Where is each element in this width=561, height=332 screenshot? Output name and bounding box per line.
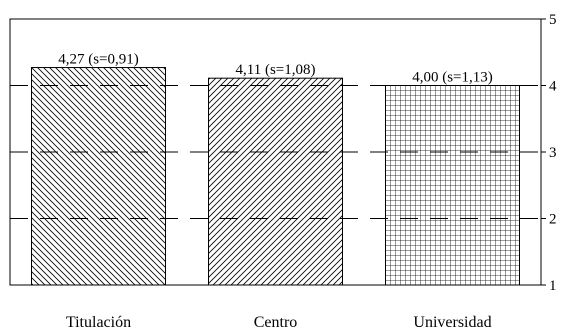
x-category-label: Centro: [254, 314, 298, 331]
y-tick-label: 2: [549, 212, 557, 228]
y-tick-label: 4: [549, 79, 557, 95]
bar-2: [385, 85, 520, 286]
bar-value-label: 4,27 (s=0,91): [58, 52, 139, 68]
bar-0: [31, 67, 166, 286]
bars: [10, 67, 541, 286]
bar-1: [208, 77, 343, 286]
x-category-label: Universidad: [413, 314, 491, 331]
bar-value-label: 4,00 (s=1,13): [412, 70, 493, 86]
y-tick-label: 5: [549, 12, 557, 28]
x-axis: Titulación Centro Universidad: [66, 314, 492, 331]
y-tick-label: 1: [549, 278, 557, 294]
y-tick-label: 3: [549, 145, 557, 161]
x-category-label: Titulación: [66, 314, 131, 331]
bar-labels: 4,27 (s=0,91) 4,11 (s=1,08) 4,00 (s=1,13): [58, 52, 493, 86]
y-axis: 1 2 3 4 5: [541, 12, 557, 294]
bar-value-label: 4,11 (s=1,08): [236, 62, 316, 78]
